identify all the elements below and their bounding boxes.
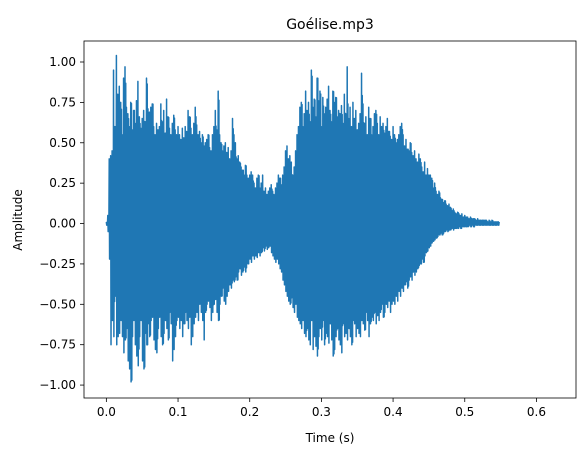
x-axis-label: Time (s)	[305, 431, 355, 445]
x-tick-label: 0.1	[168, 405, 187, 419]
axes-frame	[83, 40, 577, 399]
y-axis-label: Amplitude	[11, 189, 25, 251]
x-tick-label: 0.3	[312, 405, 331, 419]
x-axis: 0.0 0.1 0.2 0.3 0.4 0.5 0.6	[97, 398, 546, 419]
y-tick-label: 0.25	[49, 176, 76, 190]
x-tick-label: 0.2	[240, 405, 259, 419]
x-tick-label: 0.4	[384, 405, 403, 419]
y-tick-label: −0.50	[39, 297, 76, 311]
x-tick-label: 0.6	[527, 405, 546, 419]
x-tick-label: 0.0	[97, 405, 116, 419]
y-tick-label: 0.00	[49, 217, 76, 231]
y-tick-label: 1.00	[49, 55, 76, 69]
y-tick-label: 0.75	[49, 95, 76, 109]
y-axis: −1.00 −0.75 −0.50 −0.25 0.00 0.25 0.50 0.75 1.00	[39, 55, 84, 392]
x-tick-label: 0.5	[455, 405, 474, 419]
chart-title: Goélise.mp3	[286, 17, 374, 33]
y-tick-label: −0.25	[39, 257, 76, 271]
y-tick-label: −0.75	[39, 338, 76, 352]
waveform-series-line	[105, 54, 500, 383]
y-tick-label: −1.00	[39, 378, 76, 392]
y-tick-label: 0.50	[49, 136, 76, 150]
plot-area	[105, 54, 500, 383]
